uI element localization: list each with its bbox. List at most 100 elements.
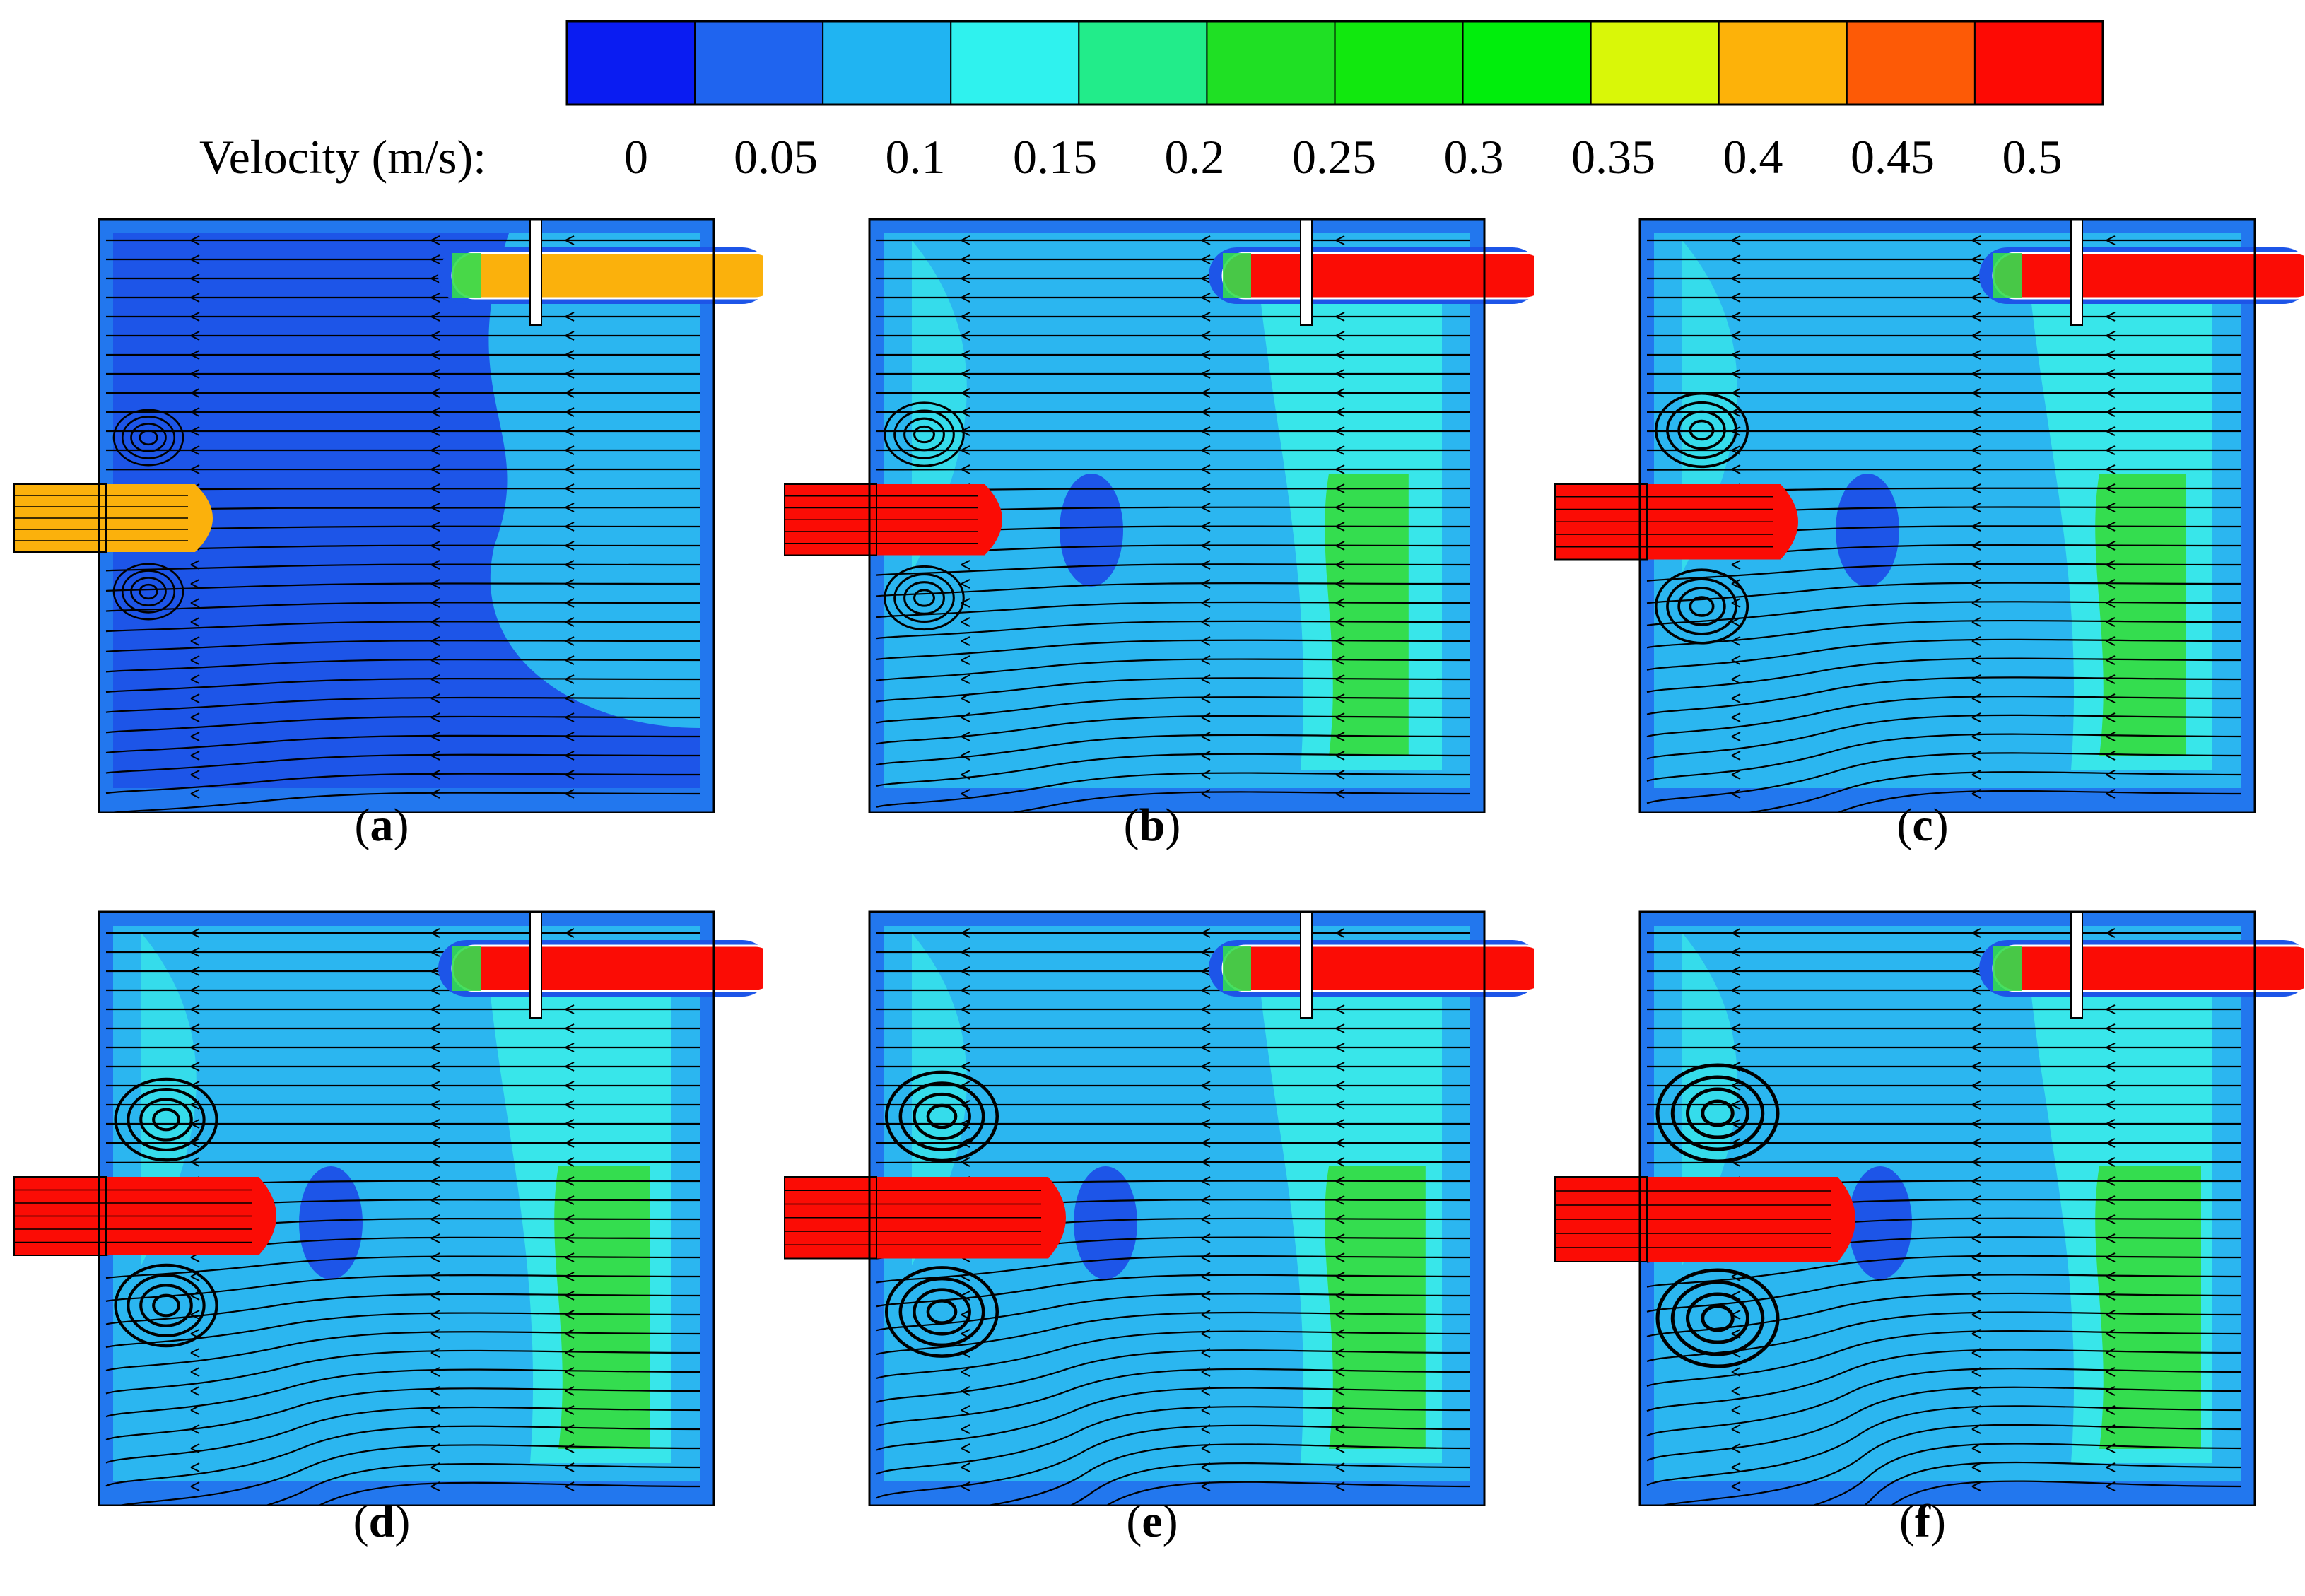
- streamline-arrow: [565, 751, 575, 761]
- streamline-arrow: [961, 560, 970, 570]
- streamline-arrow: [430, 1100, 440, 1110]
- streamline-arrow: [430, 770, 440, 780]
- streamline-arrow: [2106, 445, 2116, 455]
- tank-outline: [1638, 910, 2256, 1506]
- streamline-arrow: [565, 1329, 575, 1339]
- streamline-arrow: [961, 254, 970, 264]
- streamline-arrow: [430, 464, 440, 474]
- streamline-arrow: [565, 1138, 575, 1148]
- streamline-arrow: [2106, 522, 2116, 532]
- streamline: [1863, 1461, 2241, 1506]
- streamline-arrow: [190, 312, 200, 322]
- legend-color-swatch: [1078, 20, 1208, 105]
- streamline-arrow: [1971, 789, 1981, 799]
- streamline-arrow: [430, 1176, 440, 1186]
- panel-caption-a: (a): [354, 799, 409, 851]
- panel-caption-letter: f: [1915, 1496, 1930, 1547]
- streamline-arrow: [1731, 1367, 1741, 1377]
- streamline: [105, 1255, 700, 1279]
- streamline: [876, 772, 1471, 808]
- velocity-contour: [99, 219, 714, 813]
- legend-color-swatch: [1206, 20, 1336, 105]
- streamline-arrow: [1335, 751, 1345, 761]
- streamline-arrow: [430, 1348, 440, 1358]
- streamline: [1890, 1480, 2241, 1506]
- outlet-pipe-edge: [1993, 253, 2022, 298]
- legend-color-swatch: [1334, 20, 1464, 105]
- streamline-arrow: [1971, 254, 1981, 264]
- streamline: [876, 677, 1471, 703]
- vortex-ring: [127, 1274, 206, 1337]
- legend-color-swatch: [694, 20, 824, 105]
- legend-tick-label: 0: [624, 130, 648, 184]
- streamline-arrow: [565, 1291, 575, 1301]
- baffle: [1300, 911, 1313, 1019]
- streamline-arrow: [190, 1462, 200, 1472]
- streamline-arrow: [565, 636, 575, 646]
- streamline-arrow: [1971, 522, 1981, 532]
- streamline-arrow: [1971, 293, 1981, 303]
- streamline-arrow: [961, 331, 970, 341]
- vortex: [1655, 1063, 1780, 1163]
- velocity-contour: [1640, 219, 2255, 813]
- streamline-arrow: [190, 655, 200, 665]
- contour-region: [1325, 1166, 1426, 1449]
- vortex-ring: [913, 1092, 971, 1141]
- streamline-arrow: [1971, 712, 1981, 722]
- baffle: [1300, 218, 1313, 326]
- streamline-arrow: [1201, 1100, 1211, 1110]
- streamline-arrow: [961, 235, 970, 245]
- streamline-arrow: [961, 293, 970, 303]
- vortex: [884, 1266, 999, 1358]
- streamline-arrow: [1201, 293, 1211, 303]
- streamline-arrow: [1201, 1176, 1211, 1186]
- outlet-pipe: [1992, 252, 2304, 300]
- streamline-arrow: [190, 1062, 200, 1072]
- vortex-ring: [903, 417, 945, 452]
- streamline: [1646, 733, 2241, 782]
- streamline-arrow: [1201, 789, 1211, 799]
- streamline-arrow: [1201, 235, 1211, 245]
- streamline-arrow: [430, 1405, 440, 1415]
- streamline-arrow: [1335, 1405, 1345, 1415]
- streamline-arrow: [1201, 732, 1211, 741]
- streamline-arrow: [1971, 350, 1981, 360]
- streamline-arrow: [430, 693, 440, 703]
- streamline-arrow: [1201, 1138, 1211, 1148]
- streamline: [105, 1368, 700, 1418]
- streamline-arrow: [1335, 1062, 1345, 1072]
- velocity-contour: [1640, 912, 2255, 1506]
- contour-region: [2095, 474, 2186, 756]
- streamline-arrow: [1731, 388, 1741, 398]
- streamline-arrow: [565, 1272, 575, 1281]
- streamline: [105, 753, 700, 774]
- streamline-arrow: [1201, 1424, 1211, 1434]
- streamline: [1646, 1405, 2241, 1486]
- baffle: [529, 911, 542, 1019]
- streamline: [876, 734, 1471, 766]
- streamline-arrow: [190, 407, 200, 417]
- streamline-arrow: [961, 350, 970, 360]
- contour-region: [1325, 474, 1409, 756]
- streamline-arrow: [565, 1481, 575, 1491]
- streamline-arrow: [961, 966, 970, 976]
- panel-caption-letter: e: [1142, 1496, 1163, 1547]
- streamline-arrow: [2106, 350, 2116, 360]
- streamline: [1646, 657, 2241, 693]
- streamline: [1835, 790, 2241, 813]
- vortex-ring: [112, 409, 184, 467]
- streamline-arrow: [961, 770, 970, 780]
- outlet-pipe: [1221, 252, 1534, 300]
- streamline-arrow: [1971, 407, 1981, 417]
- streamline-arrow: [565, 1424, 575, 1434]
- streamline: [105, 734, 700, 754]
- streamline-arrow: [2106, 1462, 2116, 1472]
- vortex-ring: [1654, 392, 1749, 469]
- streamline-arrow: [1971, 235, 1981, 245]
- streamline-arrow: [961, 947, 970, 957]
- streamline-arrow: [1731, 617, 1741, 627]
- streamline-arrow: [430, 1310, 440, 1320]
- streamline-arrow: [565, 732, 575, 741]
- streamline-arrow: [2106, 732, 2116, 741]
- streamline: [1742, 771, 2241, 813]
